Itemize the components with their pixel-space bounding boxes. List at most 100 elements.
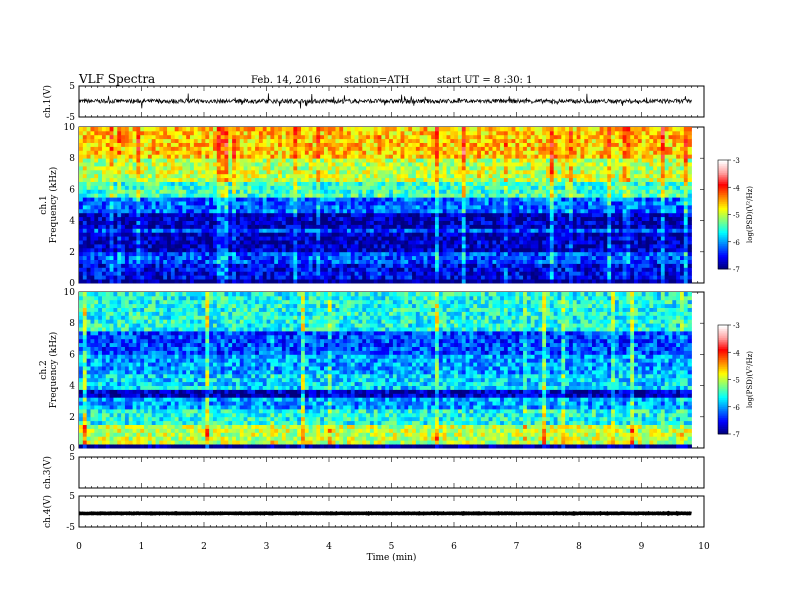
spectrogram-cell xyxy=(304,177,310,182)
spectrogram-cell xyxy=(484,142,490,147)
spectrogram-cell xyxy=(423,173,428,179)
spectrogram-cell xyxy=(90,162,95,167)
spectrogram-cell xyxy=(285,263,290,268)
spectrogram-cell xyxy=(220,255,225,260)
spectrogram-cell xyxy=(404,142,409,147)
spectrogram-cell xyxy=(350,244,356,249)
spectrogram-cell xyxy=(477,154,482,159)
spectrogram-cell xyxy=(209,247,214,253)
spectrogram-cell xyxy=(442,138,447,143)
spectrogram-cell xyxy=(492,228,497,233)
spectrogram-cell xyxy=(404,166,409,171)
spectrogram-cell xyxy=(461,205,467,210)
spectrogram-cell xyxy=(331,240,336,245)
spectrogram-cell xyxy=(297,177,302,182)
spectrogram-cell xyxy=(308,197,313,202)
spectrogram-cell xyxy=(258,169,264,175)
spectrogram-cell xyxy=(274,154,279,159)
spectrogram-cell xyxy=(262,197,267,202)
spectrogram-cell xyxy=(511,275,516,280)
spectrogram-cell xyxy=(278,205,283,210)
spectrogram-cell xyxy=(316,201,321,206)
spectrogram-cell xyxy=(228,138,233,143)
spectrogram-cell xyxy=(98,244,103,249)
spectrogram-cell xyxy=(124,247,130,253)
spectrogram-cell xyxy=(343,189,348,194)
spectrogram-cell xyxy=(186,228,191,233)
spectrogram-cell xyxy=(94,216,99,221)
spectrogram-cell xyxy=(324,150,329,155)
spectrogram-cell xyxy=(101,267,107,272)
spectrogram-cell xyxy=(446,193,451,198)
spectrogram-cell xyxy=(354,189,359,194)
spectrogram-cell xyxy=(220,134,225,140)
spectrogram-cell xyxy=(335,134,340,140)
spectrogram-cell xyxy=(281,244,287,249)
spectrogram-cell xyxy=(109,267,114,272)
spectrogram-cell xyxy=(228,154,233,159)
spectrogram-cell xyxy=(415,259,421,264)
spectrogram-cell xyxy=(228,193,233,198)
spectrogram-cell xyxy=(480,146,486,151)
spectrogram-cell xyxy=(369,220,375,225)
spectrogram-cell xyxy=(86,185,91,190)
spectrogram-cell xyxy=(224,142,229,147)
spectrogram-cell xyxy=(477,185,482,190)
spectrogram-cell xyxy=(396,279,401,284)
spectrogram-cell xyxy=(167,279,172,284)
spectrogram-cell xyxy=(492,150,497,155)
spectrogram-cell xyxy=(423,279,428,284)
spectrogram-cell xyxy=(400,216,405,221)
spectrogram-cell xyxy=(232,189,237,194)
spectrogram-cell xyxy=(477,130,482,136)
spectrogram-cell xyxy=(159,197,164,202)
spectrogram-cell xyxy=(270,142,275,147)
spectrogram-cell xyxy=(289,173,294,179)
spectrogram-cell xyxy=(117,275,122,280)
spectrogram-cell xyxy=(174,142,179,147)
spectrogram-cell xyxy=(477,127,482,132)
spectrogram-cell xyxy=(105,216,111,221)
spectrogram-cell xyxy=(400,166,405,171)
spectrogram-cell xyxy=(136,173,141,179)
spectrogram-cell xyxy=(117,166,122,171)
spectrogram-cell xyxy=(155,181,160,186)
spectrogram-cell xyxy=(354,279,359,284)
spectrogram-cell xyxy=(454,271,459,276)
spectrogram-cell xyxy=(124,224,130,229)
spectrogram-cell xyxy=(488,138,493,143)
spectrogram-cell xyxy=(124,267,130,272)
spectrogram-cell xyxy=(324,247,329,253)
spectrogram-cell xyxy=(362,240,367,245)
spectrogram-cell xyxy=(320,263,325,268)
spectrogram-cell xyxy=(324,228,329,233)
spectrogram-cell xyxy=(457,146,463,151)
spectrogram-cell xyxy=(197,181,202,186)
spectrogram-cell xyxy=(190,150,195,155)
spectrogram-cell xyxy=(507,177,512,182)
spectrogram-cell xyxy=(274,224,279,229)
spectrogram-cell xyxy=(197,220,202,225)
spectrogram-cell xyxy=(251,177,256,182)
spectrogram-cell xyxy=(419,142,424,147)
spectrogram-cell xyxy=(205,259,210,264)
spectrogram-cell xyxy=(369,201,375,206)
spectrogram-cell xyxy=(327,154,333,159)
spectrogram-cell xyxy=(174,177,179,182)
spectrogram-cell xyxy=(297,142,302,147)
spectrogram-cell xyxy=(503,189,509,194)
spectrogram-cell xyxy=(415,127,421,132)
spectrogram-cell xyxy=(258,228,264,233)
spectrogram-cell xyxy=(147,162,153,167)
spectrogram-cell xyxy=(228,267,233,272)
spectrogram-cell xyxy=(412,271,417,276)
spectrogram-cell xyxy=(197,177,202,182)
spectrogram-cell xyxy=(90,263,95,268)
spectrogram-cell xyxy=(140,267,145,272)
spectrogram-cell xyxy=(419,169,424,175)
spectrogram-cell xyxy=(465,224,470,229)
spectrogram-cell xyxy=(101,169,107,175)
spectrogram-cell xyxy=(155,173,160,179)
spectrogram-cell xyxy=(473,247,478,253)
spectrogram-cell xyxy=(243,185,248,190)
